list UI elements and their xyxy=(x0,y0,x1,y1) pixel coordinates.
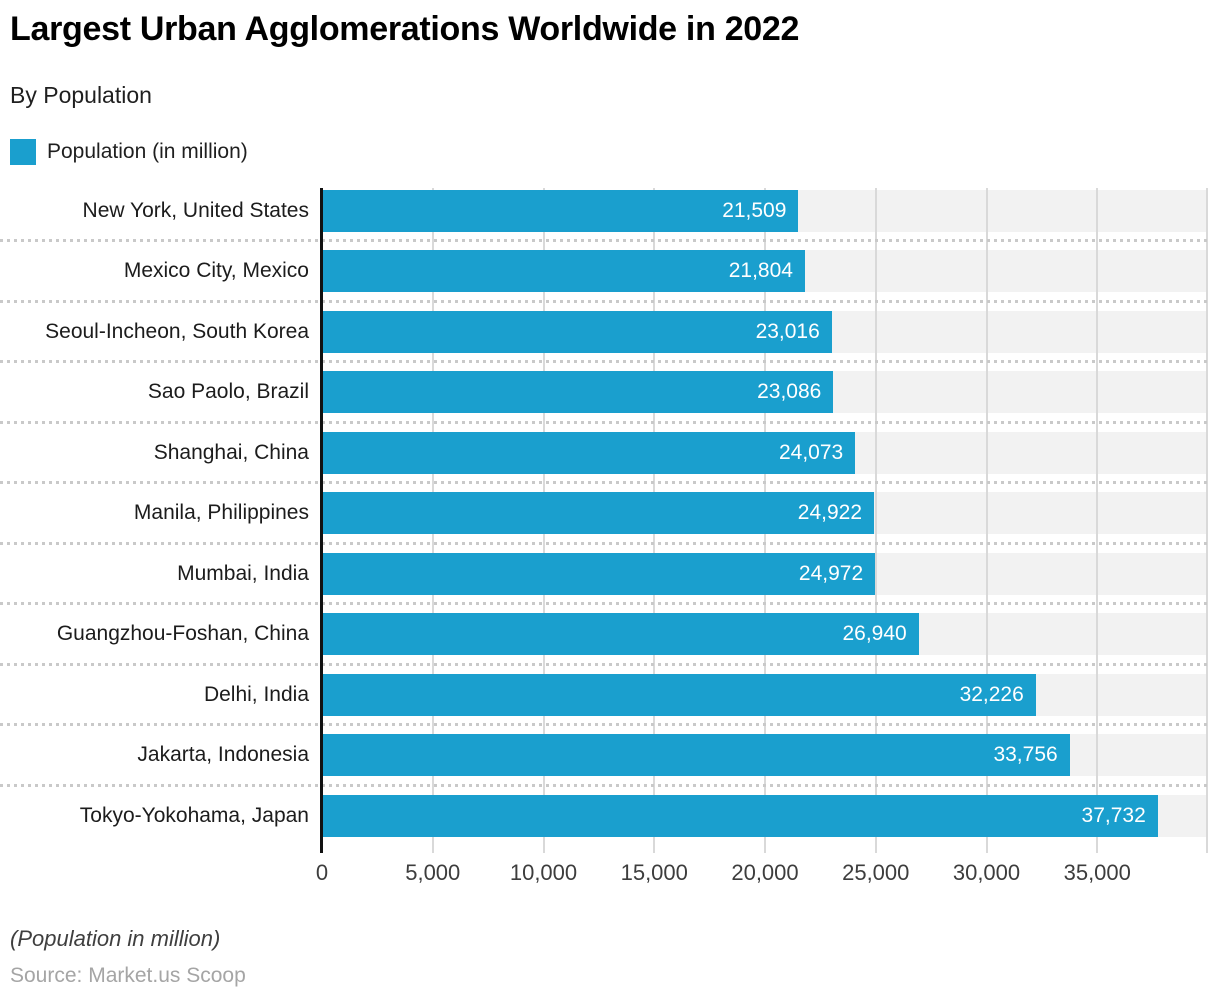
category-label: Tokyo-Yokohama, Japan xyxy=(79,803,309,827)
chart-row: Jakarta, Indonesia 33,756 xyxy=(0,732,1220,792)
legend: Population (in million) xyxy=(10,139,248,165)
bar-track: 24,922 xyxy=(322,492,1208,535)
footnote: (Population in million) xyxy=(10,926,221,951)
category-label: Manila, Philippines xyxy=(133,501,309,525)
bar-value-label: 37,732 xyxy=(1081,803,1146,827)
source-credit: Source: Market.us Scoop xyxy=(10,964,246,987)
y-axis-line xyxy=(320,188,323,853)
bar-rows: New York, United States 21,509 Mexico City… xyxy=(0,188,1220,853)
bar: 23,016 xyxy=(322,310,832,353)
bar: 21,509 xyxy=(322,190,799,232)
bar: 26,940 xyxy=(322,613,919,656)
chart-row: Mexico City, Mexico 21,804 xyxy=(0,248,1220,308)
bar-value-label: 33,756 xyxy=(993,743,1058,767)
row-plot-area: 23,086 xyxy=(322,369,1208,429)
row-plot-area: 21,804 xyxy=(322,248,1208,308)
bar-track: 21,804 xyxy=(322,250,1208,293)
bar-value-label: 26,940 xyxy=(842,622,907,646)
category-label: Guangzhou-Foshan, China xyxy=(56,622,309,646)
chart-row: Sao Paolo, Brazil 23,086 xyxy=(0,369,1220,429)
bar-track: 23,086 xyxy=(322,371,1208,414)
bar: 24,922 xyxy=(322,492,875,535)
chart-row: Guangzhou-Foshan, China 26,940 xyxy=(0,611,1220,671)
bar-value-label: 21,509 xyxy=(722,199,787,222)
x-tick-label: 5,000 xyxy=(405,860,461,885)
bar-value-label: 24,922 xyxy=(797,501,863,525)
bar: 24,073 xyxy=(322,431,856,474)
bar-track: 24,972 xyxy=(322,552,1208,595)
bar-track: 33,756 xyxy=(322,734,1208,777)
bar-value-label: 23,016 xyxy=(755,319,820,343)
bar-value-label: 21,804 xyxy=(728,259,793,283)
x-tick-label: 0 xyxy=(315,860,329,885)
category-label: New York, United States xyxy=(82,199,309,222)
row-plot-area: 24,972 xyxy=(322,551,1208,611)
row-plot-area: 26,940 xyxy=(322,611,1208,671)
bar-track: 23,016 xyxy=(322,310,1208,353)
bar-value-label: 24,073 xyxy=(778,440,844,464)
bar-value-label: 23,086 xyxy=(757,380,822,404)
bar-track: 32,226 xyxy=(322,673,1208,716)
bar-value-label: 32,226 xyxy=(959,682,1024,706)
category-label: Jakarta, Indonesia xyxy=(137,743,309,767)
row-plot-area: 37,732 xyxy=(322,793,1208,853)
category-label: Sao Paolo, Brazil xyxy=(147,380,309,404)
x-axis: 0 5,000 10,000 15,000 20,000 25,000 30,000 35,0… xyxy=(0,860,1220,890)
chart-row: Manila, Philippines 24,922 xyxy=(0,490,1220,550)
bar-track: 24,073 xyxy=(322,431,1208,474)
chart-title: Largest Urban Agglomerations Worldwide i… xyxy=(10,10,800,48)
bar: 37,732 xyxy=(322,794,1158,837)
row-plot-area: 33,756 xyxy=(322,732,1208,792)
x-tick-label: 30,000 xyxy=(952,860,1021,885)
chart-row: Shanghai, China 24,073 xyxy=(0,430,1220,490)
row-plot-area: 24,922 xyxy=(322,490,1208,550)
chart-row: Tokyo-Yokohama, Japan 37,732 xyxy=(0,793,1220,853)
bar: 33,756 xyxy=(322,734,1070,777)
x-tick-label: 20,000 xyxy=(731,860,799,885)
category-label: Mexico City, Mexico xyxy=(123,259,309,283)
chart-row: Delhi, India 32,226 xyxy=(0,672,1220,732)
category-label: Seoul-Incheon, South Korea xyxy=(45,319,309,343)
bar: 24,972 xyxy=(322,552,876,595)
bar-track: 26,940 xyxy=(322,613,1208,656)
row-plot-area: 21,509 xyxy=(322,188,1208,248)
legend-swatch-icon xyxy=(10,139,36,165)
category-label: Mumbai, India xyxy=(177,561,309,585)
chart-row: Seoul-Incheon, South Korea 23,016 xyxy=(0,309,1220,369)
row-plot-area: 24,073 xyxy=(322,430,1208,490)
bar: 32,226 xyxy=(322,673,1036,716)
row-plot-area: 32,226 xyxy=(322,672,1208,732)
legend-label: Population (in million) xyxy=(47,140,248,163)
category-label: Delhi, India xyxy=(203,682,309,706)
x-tick-label: 10,000 xyxy=(509,860,578,885)
row-plot-area: 23,016 xyxy=(322,309,1208,369)
chart-subtitle: By Population xyxy=(10,82,152,108)
bar-value-label: 24,972 xyxy=(798,561,864,585)
chart-row: New York, United States 21,509 xyxy=(0,188,1220,248)
x-tick-label: 25,000 xyxy=(842,860,910,885)
x-tick-label: 15,000 xyxy=(620,860,688,885)
bar-track: 37,732 xyxy=(322,794,1208,837)
chart-row: Mumbai, India 24,972 xyxy=(0,551,1220,611)
bar-track: 21,509 xyxy=(322,190,1208,232)
bar: 23,086 xyxy=(322,371,834,414)
x-tick-label: 35,000 xyxy=(1063,860,1131,885)
bar-chart: New York, United States 21,509 Mexico City… xyxy=(0,188,1220,853)
category-label: Shanghai, China xyxy=(153,440,309,464)
bar: 21,804 xyxy=(322,250,805,293)
